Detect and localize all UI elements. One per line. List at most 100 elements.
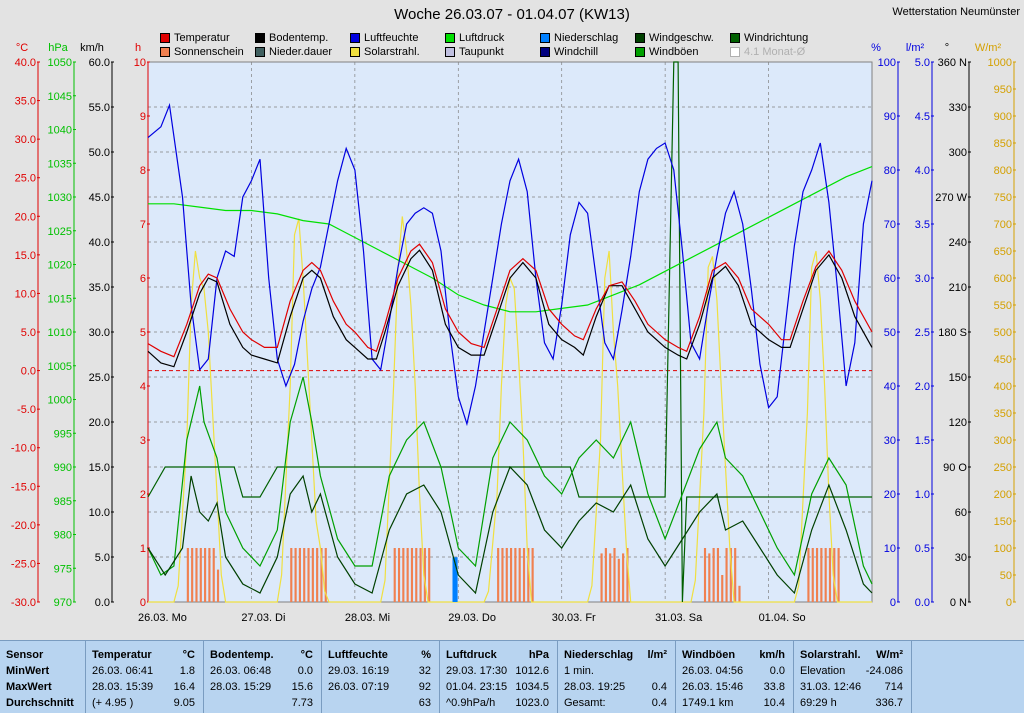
- stats-row: 28.03. 19:25 0.4: [564, 679, 671, 695]
- axis-tick-hpa: 1005: [48, 361, 72, 373]
- axis-tick-hpa: 1045: [48, 91, 72, 103]
- axis-tick-kmh: 60.0: [89, 57, 110, 69]
- sunshine-bar: [311, 548, 314, 602]
- stats-row: (+ 4.95 ) 9.05: [92, 695, 199, 711]
- axis-tick-pct: 10: [884, 543, 896, 555]
- stats-row-value: 714: [884, 681, 903, 693]
- legend-item: Luftfeuchte: [350, 31, 418, 45]
- legend-label: Niederschlag: [554, 32, 619, 44]
- axis-tick-kmh: 45.0: [89, 192, 110, 204]
- axis-tick-hpa: 1030: [48, 192, 72, 204]
- stats-sensor-column: Sensor MinWert MaxWert Durchschnitt: [0, 641, 86, 713]
- stats-row-value: 336.7: [875, 697, 903, 709]
- axis-tick-deg: 210: [949, 282, 967, 294]
- axis-tick-temp: 20.0: [15, 211, 36, 223]
- sunshine-bar: [510, 548, 513, 602]
- sunshine-bar: [738, 585, 741, 602]
- axis-tick-deg: 150: [949, 372, 967, 384]
- axis-tick-wm2: 100: [994, 543, 1012, 555]
- legend-label: Bodentemp.: [269, 32, 329, 44]
- axis-tick-lm2: 2.5: [915, 327, 930, 339]
- stats-column-head: Temperatur °C: [92, 647, 199, 663]
- sunshine-bar: [316, 548, 319, 602]
- axis-tick-kmh: 20.0: [89, 417, 110, 429]
- axis-tick-wm2: 450: [994, 354, 1012, 366]
- axis-tick-deg: 0 N: [950, 597, 967, 609]
- axis-tick-temp: 15.0: [15, 250, 36, 262]
- stats-head-label: Solarstrahl.: [800, 649, 861, 661]
- sunshine-bar: [531, 548, 534, 602]
- axis-tick-hpa: 1015: [48, 293, 72, 305]
- axis-tick-wm2: 800: [994, 165, 1012, 177]
- legend-label: Taupunkt: [459, 46, 504, 58]
- sunshine-bar: [397, 548, 401, 602]
- legend-swatch: [350, 33, 360, 43]
- sunshine-bar: [820, 548, 823, 602]
- sunshine-bar: [609, 553, 612, 602]
- legend-item: Temperatur: [160, 31, 230, 45]
- axis-unit-pct: %: [871, 42, 881, 54]
- stats-row-label: Elevation: [800, 665, 846, 677]
- x-axis-label: 31.03. Sa: [655, 612, 703, 624]
- axis-tick-lm2: 0.5: [915, 543, 930, 555]
- sunshine-bar: [815, 548, 819, 602]
- axis-unit-kmh: km/h: [80, 42, 104, 54]
- axis-tick-deg: 360 N: [938, 57, 967, 69]
- axis-tick-pct: 30: [884, 435, 896, 447]
- stats-row-value: 7.73: [291, 697, 313, 709]
- legend-item: Luftdruck: [445, 31, 504, 45]
- stats-row: 69:29 h 336.7: [800, 695, 907, 711]
- stats-column-head: Windböen km/h: [682, 647, 789, 663]
- axis-tick-wm2: 900: [994, 111, 1012, 123]
- legend-swatch: [255, 47, 265, 57]
- axis-tick-deg: 270 W: [935, 192, 967, 204]
- legend-label: Windrichtung: [744, 32, 809, 44]
- sunshine-bar: [729, 548, 732, 602]
- axis-tick-wm2: 700: [994, 219, 1012, 231]
- stats-empty-column: [912, 641, 1024, 713]
- legend-label: Luftfeuchte: [364, 32, 419, 44]
- axis-tick-hpa: 1020: [48, 260, 72, 272]
- sunshine-bar: [734, 548, 737, 602]
- station-name: Wetterstation Neumünster: [892, 6, 1020, 18]
- legend-label: Luftdruck: [459, 32, 505, 44]
- stats-row-value: 0.0: [769, 665, 785, 677]
- stats-row: 26.03. 06:48 0.0: [210, 663, 317, 679]
- legend-item: Windböen: [635, 45, 699, 59]
- series-line-luftfeuchte: [147, 102, 873, 427]
- axis-tick-wm2: 500: [994, 327, 1012, 339]
- sunshine-bar: [199, 548, 202, 602]
- axis-unit-h: h: [135, 42, 141, 54]
- legend-label: 4.1 Monat-Ø: [744, 46, 806, 58]
- stats-head-label: Niederschlag: [564, 649, 634, 661]
- legend-swatch: [445, 33, 455, 43]
- axis-tick-h: 6: [140, 273, 146, 285]
- axis-tick-pct: 0: [890, 597, 896, 609]
- stats-row-value: 63: [418, 697, 431, 709]
- axis-tick-lm2: 5.0: [915, 57, 930, 69]
- series-line-solarstrahl: [148, 216, 872, 603]
- sunshine-bar: [807, 548, 810, 602]
- stats-row-value: 1034.5: [515, 681, 549, 693]
- stats-row-value: 15.6: [291, 681, 313, 693]
- axis-tick-hpa: 985: [54, 496, 72, 508]
- stats-row: Gesamt: 0.4: [564, 695, 671, 711]
- axis-tick-kmh: 10.0: [89, 507, 110, 519]
- legend-item: Windrichtung: [730, 31, 808, 45]
- axis-tick-pct: 90: [884, 111, 896, 123]
- stats-bodentemp-column: Bodentemp. °C 26.03. 06:48 0.0 28.03. 15:29 1…: [204, 641, 322, 713]
- axis-unit-lm2: l/m²: [906, 42, 925, 54]
- axis-tick-temp: 25.0: [15, 173, 36, 185]
- sunshine-bar: [186, 548, 189, 602]
- legend-item: 4.1 Monat-Ø: [730, 45, 805, 59]
- axis-tick-pct: 20: [884, 489, 896, 501]
- axis-tick-kmh: 5.0: [95, 552, 110, 564]
- axis-tick-wm2: 850: [994, 138, 1012, 150]
- sunshine-bar: [617, 558, 620, 602]
- axis-tick-wm2: 550: [994, 300, 1012, 312]
- sunshine-bar: [428, 548, 431, 602]
- axis-tick-hpa: 975: [54, 563, 72, 575]
- sunshine-bar: [622, 553, 625, 602]
- stats-row-label: 26.03. 15:46: [682, 681, 744, 693]
- sunshine-bar: [294, 548, 297, 602]
